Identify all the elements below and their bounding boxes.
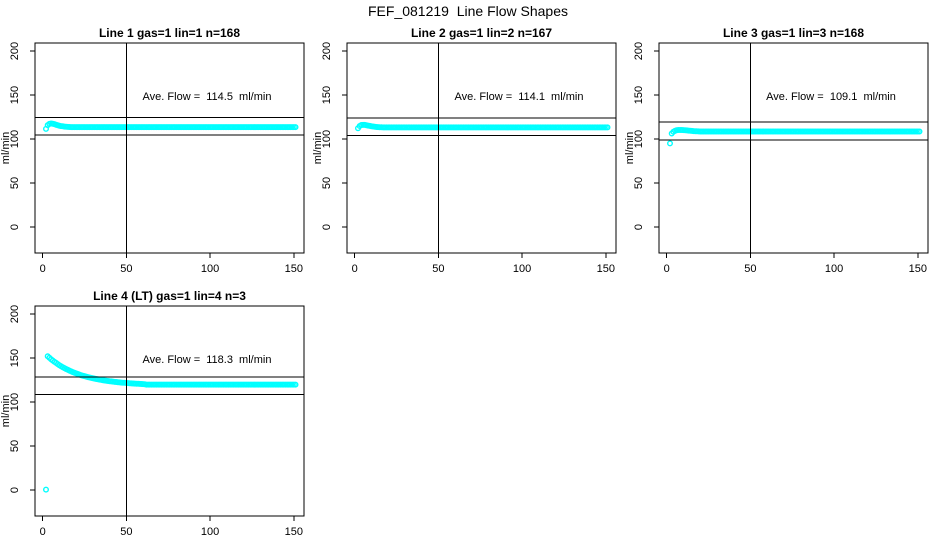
y-tick-label: 150: [9, 349, 21, 367]
x-tick-label: 150: [597, 263, 615, 275]
x-tick-label: 50: [120, 263, 132, 275]
y-axis-label: ml/min: [0, 395, 12, 427]
data-points: [355, 121, 611, 132]
panel-title: Line 4 (LT) gas=1 lin=4 n=3: [93, 289, 246, 303]
data-point: [916, 128, 923, 135]
ave-flow-annotation: Ave. Flow = 114.1 ml/min: [455, 91, 584, 103]
y-tick-label: 150: [9, 86, 21, 104]
y-axis-label: ml/min: [624, 132, 636, 164]
y-tick-label: 0: [321, 224, 333, 230]
x-tick-label: 100: [513, 263, 531, 275]
y-tick-label: 150: [321, 86, 333, 104]
data-point: [292, 381, 299, 388]
y-tick-label: 50: [321, 177, 333, 189]
y-tick-label: 100: [633, 130, 645, 148]
x-tick-label: 0: [664, 263, 670, 275]
data-points: [43, 120, 299, 132]
x-tick-label: 50: [120, 526, 132, 538]
y-tick-label: 200: [9, 305, 21, 323]
x-tick-label: 0: [352, 263, 358, 275]
x-tick-label: 0: [40, 526, 46, 538]
x-tick-label: 50: [432, 263, 444, 275]
x-tick-label: 0: [40, 263, 46, 275]
x-tick-label: 100: [201, 526, 219, 538]
axes: [654, 42, 929, 258]
y-tick-label: 50: [9, 177, 21, 189]
data-points: [667, 126, 923, 147]
x-tick-label: 100: [825, 263, 843, 275]
panel-line-3: Line 3 gas=1 lin=3 n=168 Ave. Flow = 109…: [624, 26, 929, 275]
y-tick-label: 100: [321, 130, 333, 148]
y-tick-label: 0: [633, 224, 645, 230]
x-tick-label: 150: [285, 526, 303, 538]
panel-line-2: Line 2 gas=1 lin=2 n=167 Ave. Flow = 114…: [312, 26, 617, 275]
y-axis-label: ml/min: [312, 132, 324, 164]
axes: [342, 42, 617, 258]
panel-title: Line 3 gas=1 lin=3 n=168: [723, 26, 864, 40]
ave-flow-annotation: Ave. Flow = 118.3 ml/min: [143, 354, 272, 366]
panel-line-1: Line 1 gas=1 lin=1 n=168 Ave. Flow = 114…: [0, 26, 305, 275]
tick-labels: 0 50 100 150 0 50 100 150 200: [9, 42, 303, 275]
plot-box: [34, 305, 305, 517]
tick-labels: 0 50 100 150 0 50 100 150 200: [633, 42, 927, 275]
data-point: [43, 486, 50, 493]
x-tick-label: 150: [909, 263, 927, 275]
y-tick-label: 0: [9, 224, 21, 230]
y-tick-label: 50: [633, 177, 645, 189]
data-point: [667, 140, 674, 147]
data-point: [604, 124, 611, 131]
y-tick-label: 100: [9, 393, 21, 411]
data-point: [292, 124, 299, 131]
axes: [30, 305, 305, 521]
plot-box: [346, 42, 617, 254]
x-tick-label: 150: [285, 263, 303, 275]
panel-title: Line 1 gas=1 lin=1 n=168: [99, 26, 240, 40]
ave-flow-annotation: Ave. Flow = 109.1 ml/min: [766, 91, 896, 103]
plot-box: [34, 42, 305, 254]
x-tick-label: 50: [744, 263, 756, 275]
plot-box: [658, 42, 929, 254]
y-tick-label: 200: [633, 42, 645, 60]
data-points: [43, 353, 299, 493]
ave-flow-annotation: Ave. Flow = 114.5 ml/min: [143, 91, 272, 103]
tick-labels: 0 50 100 150 0 50 100 150 200: [9, 305, 303, 538]
y-tick-label: 0: [9, 487, 21, 493]
x-tick-label: 100: [201, 263, 219, 275]
tick-labels: 0 50 100 150 0 50 100 150 200: [321, 42, 615, 275]
y-tick-label: 100: [9, 130, 21, 148]
axes: [30, 42, 305, 258]
panel-title: Line 2 gas=1 lin=2 n=167: [411, 26, 552, 40]
y-tick-label: 150: [633, 86, 645, 104]
y-tick-label: 200: [321, 42, 333, 60]
y-tick-label: 50: [9, 440, 21, 452]
y-axis-label: ml/min: [0, 132, 12, 164]
panel-line-4: Line 4 (LT) gas=1 lin=4 n=3 Ave. Flow = …: [0, 289, 305, 538]
figure-title: FEF_081219 Line Flow Shapes: [367, 3, 568, 19]
y-tick-label: 200: [9, 42, 21, 60]
